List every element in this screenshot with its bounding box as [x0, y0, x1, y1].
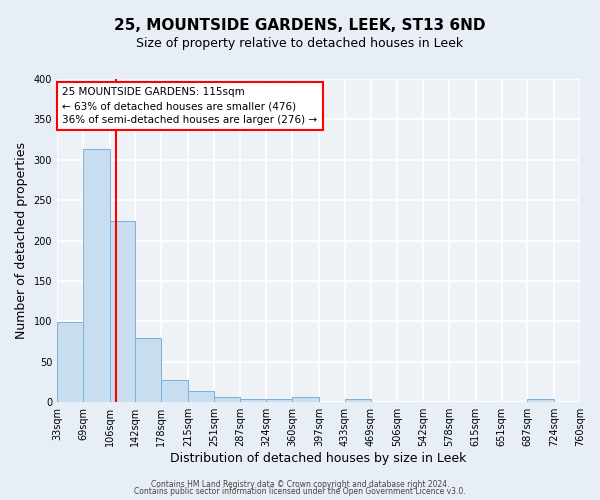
Bar [188, 391, 214, 402]
Bar [161, 380, 188, 402]
Bar [345, 399, 371, 402]
Bar [136, 338, 161, 402]
Text: 25, MOUNTSIDE GARDENS, LEEK, ST13 6ND: 25, MOUNTSIDE GARDENS, LEEK, ST13 6ND [114, 18, 486, 32]
Bar [57, 322, 83, 402]
Bar [214, 398, 240, 402]
Y-axis label: Number of detached properties: Number of detached properties [15, 142, 28, 339]
Text: 25 MOUNTSIDE GARDENS: 115sqm
← 63% of detached houses are smaller (476)
36% of s: 25 MOUNTSIDE GARDENS: 115sqm ← 63% of de… [62, 87, 317, 125]
Bar [292, 398, 319, 402]
Bar [240, 399, 266, 402]
X-axis label: Distribution of detached houses by size in Leek: Distribution of detached houses by size … [170, 452, 467, 465]
Bar [266, 399, 292, 402]
Text: Contains HM Land Registry data © Crown copyright and database right 2024.: Contains HM Land Registry data © Crown c… [151, 480, 449, 489]
Bar [527, 399, 554, 402]
Text: Contains public sector information licensed under the Open Government Licence v3: Contains public sector information licen… [134, 488, 466, 496]
Text: Size of property relative to detached houses in Leek: Size of property relative to detached ho… [136, 38, 464, 51]
Bar [110, 221, 136, 402]
Bar [83, 150, 110, 402]
